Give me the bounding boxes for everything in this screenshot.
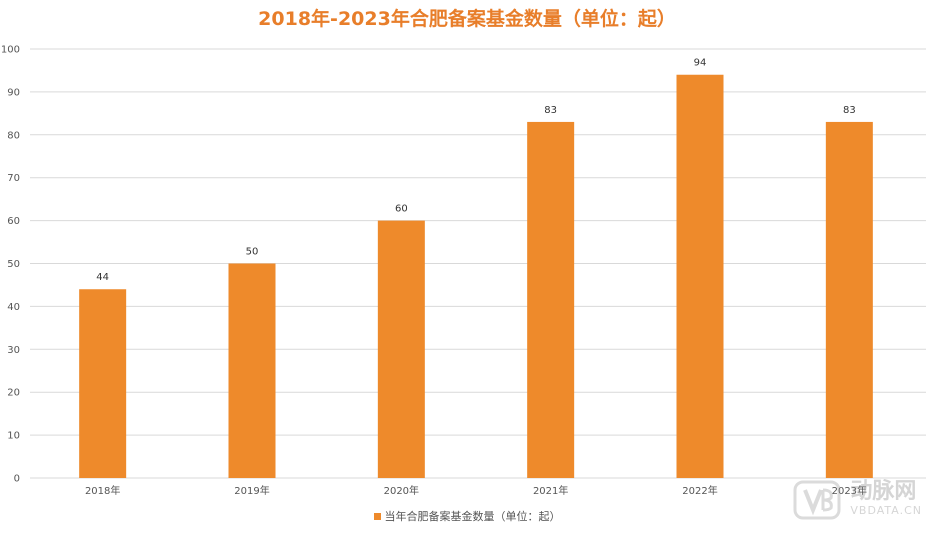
bar xyxy=(228,263,276,478)
y-axis-ticks: 0 10 20 30 40 50 60 70 80 90 100 xyxy=(1,45,20,485)
y-tick-label: 30 xyxy=(7,345,20,356)
y-tick-label: 80 xyxy=(7,130,20,141)
x-category-label: 2021年 xyxy=(533,484,568,497)
y-tick-label: 70 xyxy=(7,173,20,184)
x-category-label: 2019年 xyxy=(234,484,269,497)
y-tick-label: 10 xyxy=(7,431,20,442)
y-tick-label: 20 xyxy=(7,388,20,399)
data-label: 83 xyxy=(843,105,856,116)
chart-title: 2018年-2023年合肥备案基金数量（单位：起） xyxy=(258,8,676,30)
data-label: 60 xyxy=(395,204,408,215)
bar xyxy=(825,121,873,479)
bars xyxy=(79,74,873,479)
data-label: 44 xyxy=(96,272,109,283)
x-category-label: 2018年 xyxy=(85,484,120,497)
y-tick-label: 60 xyxy=(7,216,20,227)
y-tick-label: 100 xyxy=(1,45,20,56)
watermark-site: VBDATA.CN xyxy=(850,504,922,517)
data-labels: 44 50 60 83 94 83 xyxy=(96,58,856,283)
legend-label: 当年合肥备案基金数量（单位：起） xyxy=(384,510,561,523)
watermark-logo-text: 动脉网 xyxy=(850,479,917,504)
bar xyxy=(79,289,127,478)
x-category-label: 2020年 xyxy=(384,484,419,497)
watermark: 动脉网 VBDATA.CN xyxy=(793,480,922,524)
y-tick-label: 50 xyxy=(7,259,20,270)
x-category-label: 2023年 xyxy=(832,484,867,497)
bar xyxy=(377,220,425,478)
bar xyxy=(676,74,724,479)
x-axis-categories: 2018年 2019年 2020年 2021年 2022年 2023年 xyxy=(85,484,867,497)
legend-swatch xyxy=(373,513,381,520)
data-label: 50 xyxy=(246,247,259,258)
y-tick-label: 0 xyxy=(14,474,20,485)
gridlines xyxy=(30,48,926,479)
y-tick-label: 40 xyxy=(7,302,20,313)
data-label: 94 xyxy=(694,58,707,69)
data-label: 83 xyxy=(544,105,557,116)
bar xyxy=(527,121,575,479)
y-tick-label: 90 xyxy=(7,87,20,98)
vbdata-logo-icon xyxy=(793,480,841,520)
x-category-label: 2022年 xyxy=(682,484,717,497)
legend: 当年合肥备案基金数量（单位：起） xyxy=(0,508,934,524)
